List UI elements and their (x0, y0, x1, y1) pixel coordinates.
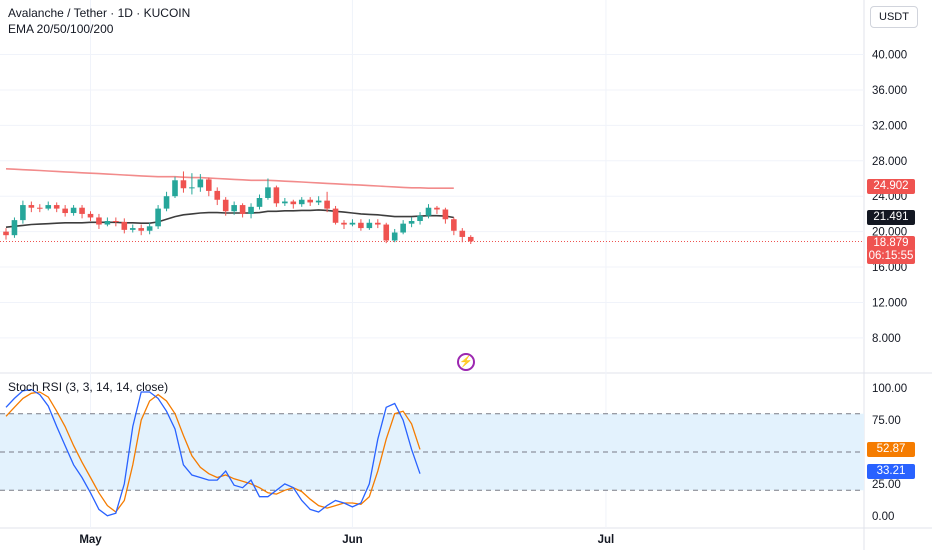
candle-body (53, 205, 60, 209)
candle-body (96, 217, 102, 225)
stoch-d-badge: 52.87 (867, 442, 915, 457)
time-tick-label: Jun (342, 534, 362, 546)
time-tick-label: May (79, 534, 102, 546)
stoch-tick-label: 100.00 (872, 383, 907, 395)
price-tick-label: 32.000 (872, 120, 907, 132)
countdown-badge: 06:15:55 (867, 249, 915, 264)
candle-body (298, 199, 305, 205)
candle-body (180, 180, 187, 189)
candle-body (341, 222, 347, 225)
candle-body (434, 207, 440, 210)
candle-body (155, 208, 161, 227)
candle-body (79, 207, 85, 214)
candle-body (248, 206, 254, 214)
stoch-k-line (5, 388, 421, 517)
candle-body (307, 199, 313, 203)
candle-body (37, 207, 43, 209)
candle-body (265, 187, 271, 198)
price-tick-label: 8.000 (872, 333, 901, 345)
candle-body (459, 230, 466, 237)
candle-body (400, 223, 406, 233)
candle-body (239, 205, 246, 214)
candle-body (62, 208, 68, 214)
ema-red-badge: 24.902 (867, 179, 915, 194)
candle-body (231, 205, 237, 212)
candle-body (366, 222, 373, 229)
price-tick-label: 24.000 (872, 191, 907, 203)
ema-dark-badge: 21.491 (867, 210, 915, 225)
currency-button[interactable]: USDT (870, 6, 918, 28)
candle-body (408, 221, 415, 224)
candle-body (442, 209, 449, 220)
candle-body (315, 200, 322, 203)
candle-body (146, 226, 153, 231)
time-tick-label: Jul (598, 534, 615, 546)
candle-body (28, 205, 35, 208)
candle-body (375, 222, 381, 225)
candle-body (324, 200, 330, 209)
candle-body (172, 180, 178, 197)
price-tick-label: 36.000 (872, 85, 907, 97)
candle-body (290, 201, 297, 205)
candle-body (121, 221, 128, 230)
candle-body (104, 221, 111, 225)
candle-body (70, 207, 77, 214)
candle-body (11, 220, 18, 236)
candle-body (189, 187, 195, 189)
candle-body (349, 222, 356, 225)
price-tick-label: 12.000 (872, 297, 907, 309)
candle-body (45, 205, 52, 209)
candle-body (138, 228, 144, 231)
flash-icon[interactable]: ⚡ (457, 353, 475, 371)
price-tick-label: 20.000 (872, 227, 907, 239)
candle-body (20, 205, 26, 221)
candle-body (425, 207, 432, 216)
price-tick-label: 16.000 (872, 262, 907, 274)
candle-body (222, 199, 229, 212)
price-tick-label: 40.000 (872, 50, 907, 62)
candle-body (113, 221, 119, 223)
candle-body (358, 222, 364, 229)
candle-body (256, 197, 263, 207)
stoch-tick-label: 0.00 (872, 511, 894, 523)
stoch-d-line (5, 391, 421, 513)
indicator-list: EMA 20/50/100/200 (8, 22, 114, 36)
candle-body (129, 228, 136, 230)
ema-red-line (5, 168, 454, 189)
candle-body (197, 179, 204, 188)
stoch-k-badge: 33.21 (867, 464, 915, 479)
candle-body (417, 215, 423, 222)
candle-body (282, 201, 288, 204)
stoch-tick-label: 75.00 (872, 415, 901, 427)
candle-body (332, 208, 339, 223)
symbol-title: Avalanche / Tether · 1D · KUCOIN (8, 6, 191, 20)
candle-body (3, 231, 9, 236)
candle-body (273, 187, 280, 204)
candle-body (163, 196, 170, 209)
last-price-badge: 18.879 (867, 236, 915, 251)
candle-body (383, 224, 390, 241)
ema-dark-line (5, 209, 454, 228)
candle-body (214, 190, 221, 200)
candle-body (206, 179, 212, 191)
candle-body (391, 232, 398, 241)
stoch-rsi-title: Stoch RSI (3, 3, 14, 14, close) (8, 380, 169, 394)
candle-body (451, 219, 457, 231)
candle-body (467, 236, 474, 242)
price-tick-label: 28.000 (872, 156, 907, 168)
stoch-tick-label: 25.00 (872, 479, 901, 491)
candle-body (87, 213, 94, 218)
